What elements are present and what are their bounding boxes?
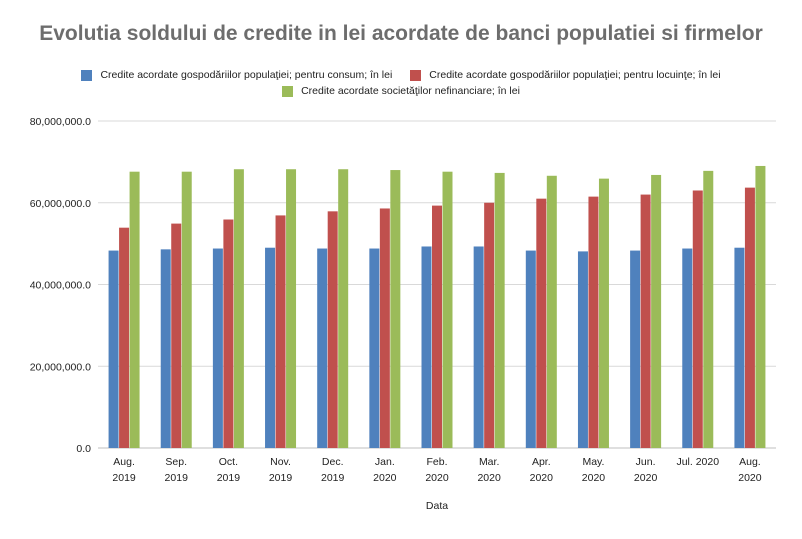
legend-swatch-consum: [81, 69, 93, 81]
bar-nefinanciare: [755, 165, 766, 448]
bar-consum: [108, 250, 119, 448]
x-tick-label: Mar.: [479, 456, 499, 468]
bar-locuinte: [484, 202, 495, 448]
y-tick-label: 60,000,000.0: [30, 198, 91, 210]
legend-label-consum: Credite acordate gospodăriilor populaţie…: [100, 69, 393, 81]
x-tick-label: 2020: [425, 472, 449, 484]
bar-locuinte: [744, 187, 755, 448]
legend-row-2: Credite acordate societăţilor nefinancia…: [0, 83, 802, 99]
x-tick-label: Sep.: [165, 456, 187, 468]
x-tick-label: Apr.: [532, 456, 551, 468]
bar-nefinanciare: [233, 169, 244, 449]
bar-consum: [317, 248, 328, 448]
bar-locuinte: [640, 194, 651, 448]
bar-locuinte: [379, 208, 390, 448]
bar-consum: [525, 250, 536, 448]
y-tick-label: 40,000,000.0: [30, 280, 91, 292]
bar-locuinte: [119, 227, 130, 448]
bar-nefinanciare: [546, 175, 557, 448]
bar-consum: [265, 247, 276, 448]
bar-nefinanciare: [703, 170, 714, 448]
bar-nefinanciare: [651, 174, 662, 448]
x-tick-label: Feb.: [426, 456, 447, 468]
legend-item-nefinanciare: Credite acordate societăţilor nefinancia…: [282, 85, 520, 97]
bar-locuinte: [223, 219, 234, 448]
bar-nefinanciare: [129, 171, 140, 448]
legend-label-nefinanciare: Credite acordate societăţilor nefinancia…: [301, 85, 520, 97]
x-tick-label: Aug.: [739, 456, 761, 468]
bar-consum: [369, 248, 380, 448]
bar-nefinanciare: [494, 172, 505, 448]
bar-nefinanciare: [181, 171, 192, 448]
bar-locuinte: [327, 211, 338, 448]
x-tick-label: 2020: [477, 472, 501, 484]
bar-nefinanciare: [390, 170, 401, 449]
x-tick-label: 2020: [634, 472, 658, 484]
bar-nefinanciare: [286, 169, 297, 449]
bar-nefinanciare: [338, 169, 349, 449]
x-tick-label: 2020: [373, 472, 397, 484]
x-tick-label: Aug.: [113, 456, 135, 468]
x-tick-label: Oct.: [219, 456, 238, 468]
legend-swatch-locuinte: [410, 69, 422, 81]
chart-title: Evolutia soldului de credite in lei acor…: [39, 22, 763, 45]
x-tick-label: 2020: [582, 472, 606, 484]
bar-locuinte: [171, 223, 182, 448]
legend-swatch-nefinanciare: [282, 85, 294, 97]
bar-consum: [421, 246, 432, 448]
y-tick-label: 0.0: [76, 443, 91, 455]
x-tick-label: 2019: [321, 472, 345, 484]
legend-label-locuinte: Credite acordate gospodăriilor populaţie…: [429, 69, 721, 81]
legend-row-1: Credite acordate gospodăriilor populaţie…: [0, 67, 802, 83]
bar-consum: [682, 248, 693, 448]
bar-nefinanciare: [442, 171, 453, 448]
legend-item-consum: Credite acordate gospodăriilor populaţie…: [81, 69, 392, 81]
legend-item-locuinte: Credite acordate gospodăriilor populaţie…: [410, 69, 721, 81]
x-tick-label: 2019: [112, 472, 136, 484]
x-tick-label: 2019: [217, 472, 241, 484]
bar-locuinte: [275, 215, 286, 448]
x-tick-label: Jun.: [636, 456, 656, 468]
bar-locuinte: [588, 196, 599, 448]
x-tick-label: Dec.: [322, 456, 344, 468]
bar-locuinte: [536, 198, 547, 448]
bar-consum: [212, 248, 223, 448]
y-tick-label: 20,000,000.0: [30, 361, 91, 373]
x-tick-label: 2020: [530, 472, 554, 484]
y-tick-label: 80,000,000.0: [30, 116, 91, 128]
x-tick-label: 2019: [165, 472, 189, 484]
x-tick-label: Jul. 2020: [676, 456, 719, 468]
bar-consum: [577, 251, 588, 448]
bar-consum: [473, 246, 484, 448]
bar-locuinte: [432, 205, 442, 448]
bar-consum: [734, 247, 745, 448]
x-tick-label: May.: [582, 456, 604, 468]
x-axis-title: Data: [426, 500, 448, 512]
x-tick-label: 2019: [269, 472, 293, 484]
x-tick-label: 2020: [738, 472, 762, 484]
bar-consum: [160, 249, 171, 448]
x-tick-label: Jan.: [375, 456, 395, 468]
bar-locuinte: [692, 190, 703, 449]
bar-consum: [630, 250, 641, 448]
legend: Credite acordate gospodăriilor populaţie…: [0, 67, 802, 99]
x-tick-label: Nov.: [270, 456, 291, 468]
bar-nefinanciare: [598, 178, 609, 449]
